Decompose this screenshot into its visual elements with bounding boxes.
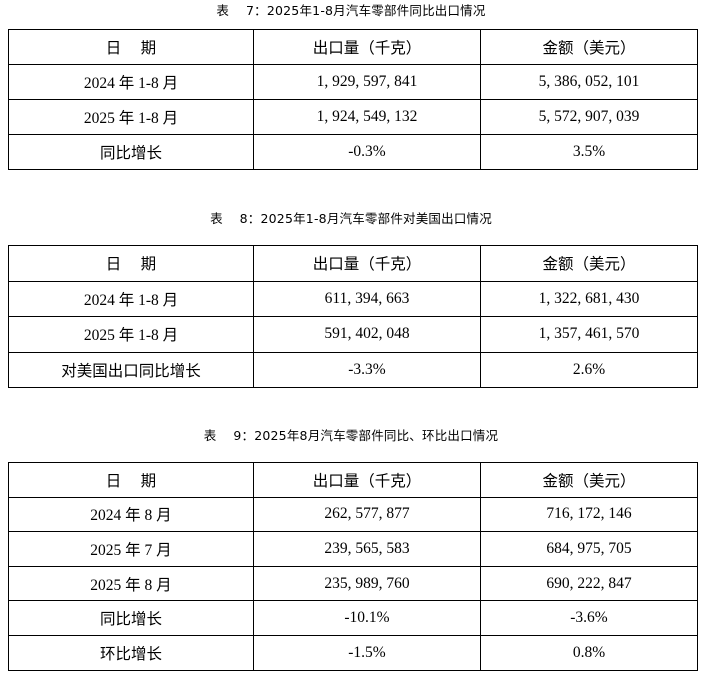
table-row: 同比增长 -0.3% 3.5% — [8, 134, 698, 170]
cell-quantity: 262, 577, 877 — [253, 496, 481, 533]
table-9: 日 期 出口量（千克） 金额（美元） 2024 年 8 月 262, 577, … — [8, 462, 698, 671]
column-header-date: 日 期 — [8, 29, 254, 65]
table-row: 2025 年 8 月 235, 989, 760 690, 222, 847 — [8, 565, 698, 602]
table-row: 2025 年 1-8 月 1, 924, 549, 132 5, 572, 90… — [8, 99, 698, 135]
cell-amount: 0.8% — [480, 634, 698, 671]
cell-date: 2025 年 8 月 — [8, 565, 254, 602]
cell-quantity: 1, 924, 549, 132 — [253, 99, 481, 135]
cell-amount: 690, 222, 847 — [480, 565, 698, 602]
cell-quantity: 235, 989, 760 — [253, 565, 481, 602]
cell-amount: 3.5% — [480, 134, 698, 170]
cell-amount: 2.6% — [480, 351, 698, 388]
cell-quantity: 1, 929, 597, 841 — [253, 64, 481, 100]
column-header-quantity: 出口量（千克） — [253, 462, 481, 498]
table-row: 对美国出口同比增长 -3.3% 2.6% — [8, 351, 698, 388]
table-row: 环比增长 -1.5% 0.8% — [8, 634, 698, 671]
column-header-quantity: 出口量（千克） — [253, 245, 481, 282]
cell-amount: 1, 357, 461, 570 — [480, 316, 698, 353]
column-header-amount: 金额（美元） — [480, 245, 698, 282]
table-row: 2025 年 1-8 月 591, 402, 048 1, 357, 461, … — [8, 316, 698, 353]
cell-quantity: -10.1% — [253, 600, 481, 636]
table-row: 2024 年 1-8 月 611, 394, 663 1, 322, 681, … — [8, 280, 698, 317]
cell-date: 2025 年 1-8 月 — [8, 316, 254, 353]
cell-quantity: 611, 394, 663 — [253, 280, 481, 317]
table-header-row: 日 期 出口量（千克） 金额（美元） — [8, 462, 698, 498]
column-header-date: 日 期 — [8, 462, 254, 498]
cell-amount: 5, 572, 907, 039 — [480, 99, 698, 135]
cell-amount: -3.6% — [480, 600, 698, 636]
cell-date: 2025 年 1-8 月 — [8, 99, 254, 135]
table-header-row: 日 期 出口量（千克） 金额（美元） — [8, 245, 698, 282]
cell-quantity: -3.3% — [253, 351, 481, 388]
cell-date: 对美国出口同比增长 — [8, 351, 254, 388]
cell-date: 同比增长 — [8, 600, 254, 636]
table-header-row: 日 期 出口量（千克） 金额（美元） — [8, 29, 698, 65]
cell-date: 2024 年 1-8 月 — [8, 280, 254, 317]
table-row: 同比增长 -10.1% -3.6% — [8, 600, 698, 636]
table-row: 2024 年 1-8 月 1, 929, 597, 841 5, 386, 05… — [8, 64, 698, 100]
column-header-quantity: 出口量（千克） — [253, 29, 481, 65]
cell-amount: 716, 172, 146 — [480, 496, 698, 533]
table-7-title: 表 7：2025年1-8月汽车零部件同比出口情况 — [216, 3, 486, 18]
cell-quantity: 591, 402, 048 — [253, 316, 481, 353]
cell-amount: 1, 322, 681, 430 — [480, 280, 698, 317]
cell-date: 环比增长 — [8, 634, 254, 671]
cell-amount: 5, 386, 052, 101 — [480, 64, 698, 100]
cell-quantity: 239, 565, 583 — [253, 531, 481, 567]
cell-amount: 684, 975, 705 — [480, 531, 698, 567]
table-block-7: 表 7：2025年1-8月汽车零部件同比出口情况 日 期 出口量（千克） 金额（… — [8, 2, 698, 170]
column-header-amount: 金额（美元） — [480, 29, 698, 65]
table-9-title: 表 9：2025年8月汽车零部件同比、环比出口情况 — [203, 428, 499, 443]
cell-date: 2025 年 7 月 — [8, 531, 254, 567]
table-7: 日 期 出口量（千克） 金额（美元） 2024 年 1-8 月 1, 929, … — [8, 29, 698, 170]
column-header-amount: 金额（美元） — [480, 462, 698, 498]
cell-date: 2024 年 1-8 月 — [8, 64, 254, 100]
cell-quantity: -0.3% — [253, 134, 481, 170]
column-header-date: 日 期 — [8, 245, 254, 282]
cell-quantity: -1.5% — [253, 634, 481, 671]
table-row: 2024 年 8 月 262, 577, 877 716, 172, 146 — [8, 496, 698, 533]
table-block-9: 表 9：2025年8月汽车零部件同比、环比出口情况 日 期 出口量（千克） 金额… — [8, 427, 698, 671]
table-8: 日 期 出口量（千克） 金额（美元） 2024 年 1-8 月 611, 394… — [8, 245, 698, 388]
table-8-title: 表 8：2025年1-8月汽车零部件对美国出口情况 — [210, 211, 492, 226]
table-row: 2025 年 7 月 239, 565, 583 684, 975, 705 — [8, 531, 698, 567]
cell-date: 2024 年 8 月 — [8, 496, 254, 533]
cell-date: 同比增长 — [8, 134, 254, 170]
table-block-8: 表 8：2025年1-8月汽车零部件对美国出口情况 日 期 出口量（千克） 金额… — [8, 210, 698, 388]
